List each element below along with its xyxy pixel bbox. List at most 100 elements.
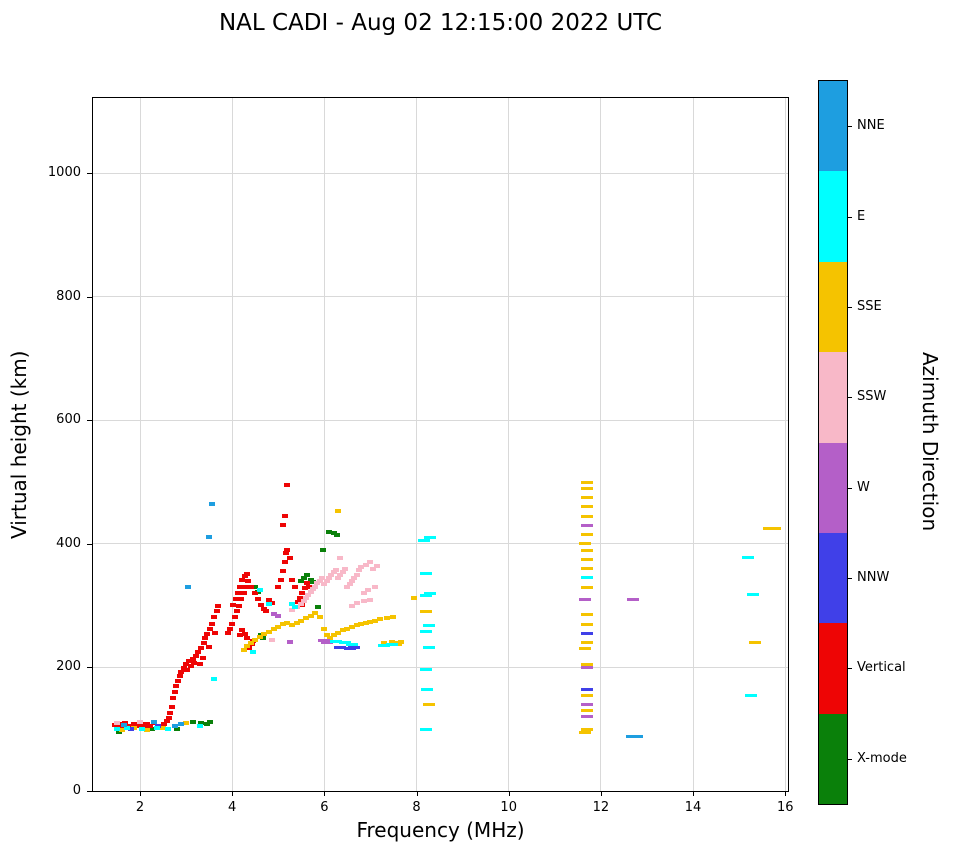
data-point-e (329, 640, 342, 644)
data-point-vertical (279, 523, 286, 528)
data-point-e (378, 643, 391, 647)
data-point-w (627, 598, 640, 602)
data-point-sse (581, 557, 594, 561)
data-point-vertical (195, 650, 202, 655)
data-point-vertical (282, 550, 289, 555)
data-point-vertical (232, 596, 239, 601)
grid-line-y (93, 543, 788, 545)
data-point-sse (330, 633, 337, 638)
data-point-e (581, 576, 594, 580)
colorbar-tick-label: W (857, 479, 870, 495)
data-point-sse (293, 621, 300, 625)
y-axis-label: Virtual height (km) (7, 350, 31, 539)
data-point-w (318, 639, 331, 643)
grid-line-x (784, 98, 786, 791)
data-point-sse (335, 630, 342, 635)
data-point-sse (581, 622, 594, 626)
data-point-sse (422, 703, 435, 707)
colorbar-tick (848, 306, 852, 308)
data-point-nne (171, 724, 178, 729)
y-tick-label: 1000 (47, 165, 81, 181)
data-point-w (581, 665, 594, 669)
x-tick-label: 4 (228, 800, 237, 815)
plot-area: 2 4 6 8 10 12 14 16 0 200 400 600 800 1000 (48, 97, 794, 815)
data-point-sse (419, 610, 432, 614)
data-point-ssw (316, 579, 323, 583)
data-point-vertical (167, 711, 174, 716)
data-point-vertical (289, 578, 296, 583)
data-point-sse (284, 621, 291, 625)
data-point-sse (581, 514, 594, 518)
data-point-vertical (234, 590, 241, 595)
data-point-vertical (197, 645, 204, 650)
data-point-sse (316, 614, 323, 619)
data-point-w (581, 523, 594, 527)
data-point-ssw (300, 598, 307, 603)
data-point-vertical (243, 571, 250, 576)
data-point-vertical (299, 590, 306, 595)
data-point-e (346, 642, 358, 646)
data-point-sse (376, 617, 383, 622)
data-point-sse (581, 567, 594, 571)
data-point-vertical (202, 635, 209, 640)
data-point-e (289, 602, 296, 607)
data-point-vertical (236, 603, 243, 608)
data-point-e (417, 539, 430, 543)
data-point-x-mode (325, 529, 332, 534)
data-point-vertical (260, 606, 267, 611)
data-point-sse (749, 641, 762, 645)
data-point-nne (121, 722, 128, 727)
data-point-vertical (183, 662, 190, 667)
data-point-sse (321, 627, 328, 632)
data-point-sse (581, 585, 594, 589)
data-point-vertical (125, 723, 132, 728)
data-point-vertical (266, 598, 273, 603)
data-point-sse (247, 640, 254, 645)
data-point-vertical (213, 609, 220, 614)
data-point-vertical (277, 578, 284, 583)
data-point-ssw (353, 600, 360, 605)
data-point-sse (581, 693, 594, 697)
data-point-vertical (284, 483, 291, 488)
y-axis-tick (87, 667, 92, 669)
data-point-sse (298, 618, 305, 623)
grid-line-y (93, 419, 788, 421)
data-point-sse (769, 527, 782, 530)
data-point-vertical (247, 585, 254, 590)
data-point-e (164, 727, 171, 732)
data-point-vertical (174, 679, 181, 684)
data-point-ssw (325, 575, 332, 580)
colorbar-tick-label: SSW (857, 389, 887, 405)
colorbar-tick-label: Vertical (857, 660, 906, 676)
data-point-vertical (143, 722, 150, 727)
data-point-vertical (113, 724, 120, 729)
x-axis-tick (140, 791, 141, 796)
data-point-e (339, 641, 352, 645)
data-point-x-mode (298, 579, 305, 583)
data-point-x-mode (314, 604, 321, 609)
data-point-x-mode (252, 585, 259, 590)
grid-line-x (600, 98, 602, 791)
data-point-vertical (178, 669, 185, 674)
data-point-sse (362, 621, 369, 625)
data-point-sse (581, 613, 594, 617)
data-point-ssw (314, 581, 321, 586)
colorbar-tick (848, 397, 852, 399)
data-point-vertical (279, 569, 286, 574)
data-point-e (250, 650, 257, 655)
colorbar-label: Azimuth Direction (918, 351, 942, 532)
data-point-e (385, 642, 398, 646)
data-point-sse (344, 627, 351, 632)
data-point-sse (397, 639, 404, 644)
data-point-nne (185, 585, 192, 590)
data-point-ssw (307, 590, 314, 595)
y-tick-label: 0 (72, 783, 81, 798)
data-point-nnw (348, 645, 361, 649)
data-point-vertical (239, 628, 246, 633)
data-point-vertical (187, 663, 194, 668)
data-point-x-mode (190, 719, 196, 724)
data-point-vertical (281, 559, 288, 564)
data-point-ssw (321, 582, 328, 587)
data-point-e (424, 591, 437, 595)
colorbar-segment-ssw (819, 352, 847, 443)
